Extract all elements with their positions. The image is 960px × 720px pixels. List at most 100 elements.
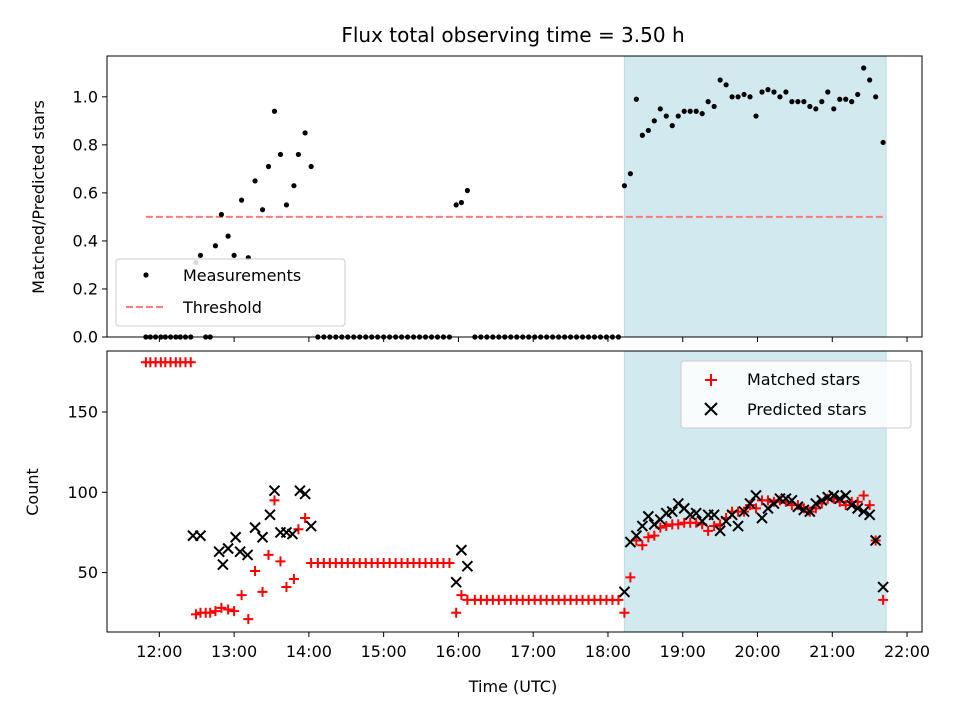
top-y-tick-label: 1.0 (73, 87, 98, 106)
measurement-point (705, 99, 711, 105)
measurement-point (819, 99, 825, 105)
matched-star-point (613, 594, 624, 605)
measurement-point (795, 99, 801, 105)
bottom-legend: Matched stars Predicted stars (680, 360, 912, 429)
x-tick-label: 20:00 (734, 642, 780, 661)
predicted-star-point (217, 558, 229, 571)
matched-star-point (673, 519, 684, 530)
legend-predicted-marker (704, 402, 718, 416)
measurement-point (197, 252, 204, 258)
top-panel-frame (106, 55, 923, 338)
matched-star-point (205, 607, 216, 618)
predicted-star-point (834, 493, 846, 505)
matched-star-point (293, 524, 304, 535)
matched-star-point (451, 607, 462, 618)
predicted-star-point (726, 509, 738, 521)
measurement-point (729, 94, 735, 100)
predicted-star-point (249, 521, 261, 534)
matched-star-point (263, 549, 274, 560)
predicted-star-point (804, 505, 816, 518)
predicted-star-point (756, 512, 768, 524)
predicted-star-point (213, 546, 225, 558)
measurement-point (458, 199, 465, 206)
x-tick-label: 12:00 (136, 642, 182, 661)
x-axis-label: Time (UTC) (468, 677, 557, 696)
measurement-point (651, 118, 657, 124)
matched-star-point (269, 495, 280, 506)
predicted-star-point (234, 546, 246, 558)
predicted-star-point (732, 520, 744, 532)
bottom-y-tick-label: 150 (67, 403, 98, 422)
measurement-point (291, 183, 297, 189)
matched-star-point (637, 540, 648, 551)
legend-threshold-label: Threshold (182, 298, 262, 317)
predicted-star-point (690, 507, 702, 519)
legend-matched-label: Matched stars (747, 370, 860, 389)
predicted-star-point (792, 501, 804, 513)
predicted-star-point (828, 489, 840, 502)
x-tick-label: 22:00 (884, 642, 930, 661)
measurement-point (783, 89, 789, 95)
matched-star-point (216, 602, 227, 613)
matched-star-point (864, 500, 875, 511)
measurement-point (283, 202, 290, 208)
x-tick-label: 21:00 (809, 642, 855, 661)
predicted-star-point (256, 531, 269, 543)
predicted-star-point (229, 531, 242, 543)
predicted-star-point (305, 520, 317, 532)
measurement-point (801, 99, 807, 105)
bottom-panel-frame (106, 350, 923, 633)
predicted-star-point (750, 489, 762, 502)
measurement-point (669, 123, 675, 129)
top-y-axis-label: Matched/Predicted stars (29, 100, 48, 294)
predicted-star-point (264, 509, 276, 521)
measurement-point (252, 178, 258, 184)
measurement-point (747, 94, 753, 100)
predicted-star-point (738, 505, 750, 518)
measurement-point (238, 197, 245, 203)
matched-star-point (190, 609, 201, 620)
matched-star-point (709, 521, 720, 532)
predicted-star-point (666, 505, 678, 518)
measurement-point (765, 87, 771, 93)
x-tick-label: 13:00 (211, 642, 257, 661)
matched-star-point (703, 525, 714, 536)
matched-star-point (625, 572, 636, 583)
top-panel: 0.0 0.2 0.4 0.6 0.8 1.0 (73, 55, 923, 347)
matched-star-point (210, 606, 221, 617)
predicted-star-point (869, 534, 882, 547)
predicted-star-point (636, 520, 649, 532)
matched-star-point (229, 606, 240, 617)
matched-star-point (456, 590, 467, 601)
matched-star-point (281, 582, 292, 593)
measurement-point (825, 89, 831, 95)
measurement-point (741, 91, 747, 98)
predicted-star-point (222, 542, 234, 555)
measurement-point (687, 108, 693, 114)
measurement-point (218, 211, 224, 218)
matched-star-point (643, 532, 654, 543)
matched-star-point (300, 512, 311, 523)
measurement-point (855, 91, 861, 98)
chart-title: Flux total observing time = 3.50 h (341, 23, 684, 47)
measurement-point (681, 108, 687, 114)
measurement-point (212, 243, 219, 249)
measurement-point (693, 108, 699, 114)
measurement-point (759, 89, 765, 95)
bottom-y-tick-label: 50 (78, 563, 98, 582)
measurement-point (711, 103, 717, 110)
measurement-point (717, 77, 723, 83)
measurement-point (771, 89, 777, 95)
predicted-star-point (810, 497, 822, 510)
measurement-point (259, 207, 266, 213)
measurement-point (735, 94, 741, 100)
top-y-tick-label: 0.4 (73, 231, 98, 250)
measurement-point (849, 99, 855, 105)
measurement-point (621, 183, 628, 189)
measurement-point (639, 132, 645, 138)
measurement-point (861, 65, 867, 71)
matched-star-point (745, 500, 756, 511)
predicted-star-point (642, 510, 655, 523)
measurement-point (464, 187, 470, 194)
